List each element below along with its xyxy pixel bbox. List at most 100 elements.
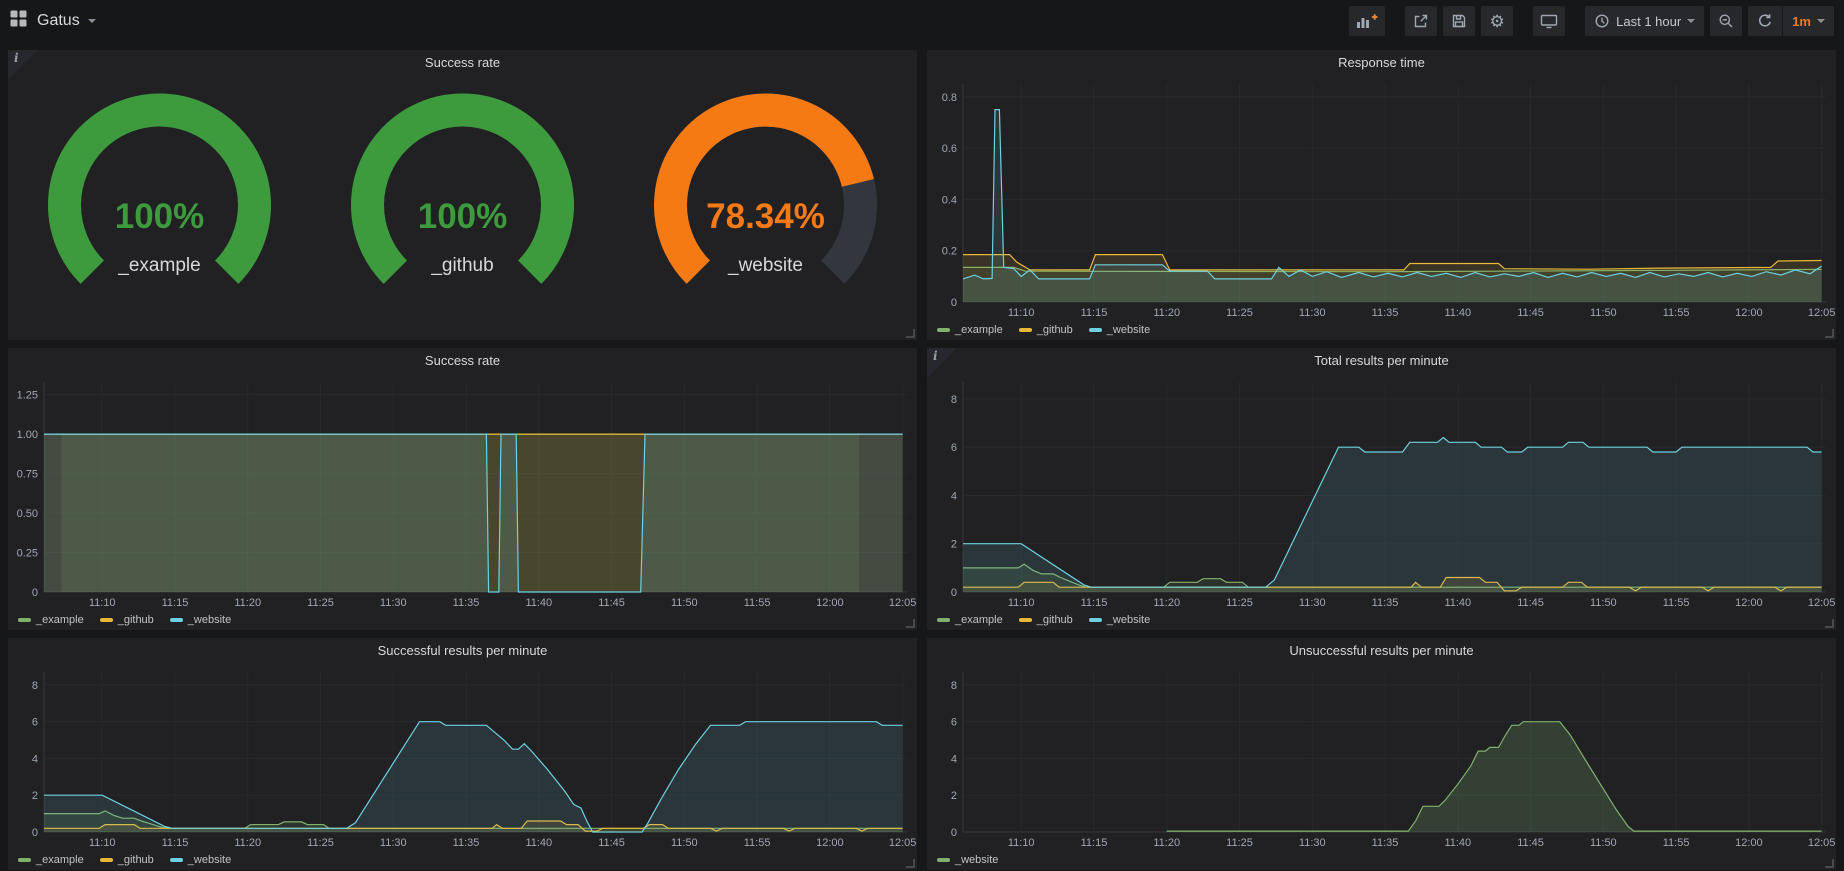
legend-item-_website[interactable]: _website <box>1088 614 1150 626</box>
gear-icon: ⚙ <box>1489 11 1505 31</box>
legend-marker <box>99 618 113 622</box>
panel-resize-handle[interactable] <box>1825 859 1834 868</box>
series-line-_website <box>1166 721 1822 832</box>
panel-title[interactable]: Unsuccessful results per minute <box>1289 643 1474 658</box>
x-tick-label: 11:30 <box>1299 837 1326 849</box>
settings-button[interactable]: ⚙ <box>1481 6 1514 36</box>
panel-resize-handle[interactable] <box>906 859 915 868</box>
legend-item-_github[interactable]: _github <box>1018 614 1073 626</box>
panel-title[interactable]: Success rate <box>424 55 501 70</box>
y-tick-label: 0 <box>32 587 38 599</box>
legend-label: _example <box>955 324 1003 336</box>
y-tick-label: 0.75 <box>17 469 38 481</box>
refresh-button[interactable] <box>1748 6 1782 36</box>
save-button[interactable] <box>1443 6 1476 36</box>
legend-item-_github[interactable]: _github <box>99 854 154 866</box>
panel-resize-handle[interactable] <box>906 329 915 338</box>
series-line-_website <box>44 433 903 593</box>
x-tick-label: 12:05 <box>889 837 917 849</box>
y-tick-label: 0.25 <box>17 548 38 560</box>
x-tick-label: 11:10 <box>1008 307 1035 319</box>
legend-marker <box>1088 328 1102 332</box>
chevron-down-icon <box>87 19 96 23</box>
legend-item-_example[interactable]: _example <box>18 854 84 866</box>
response-time-chart[interactable]: 11:10 11:15 11:20 11:25 11:30 11:35 11:40 11:45… <box>927 76 1836 320</box>
panel-resize-handle[interactable] <box>1825 619 1834 628</box>
info-icon: i <box>933 349 938 363</box>
panel-total-results: i Total results per minute 11:10 11:15 11:… <box>927 348 1836 630</box>
x-tick-label: 11:35 <box>1372 837 1399 849</box>
series-line-_website <box>962 109 1822 280</box>
x-tick-label: 12:05 <box>889 597 917 609</box>
legend-item-_website[interactable]: _website <box>169 614 231 626</box>
gauge-arc-website <box>654 93 877 284</box>
x-tick-label: 11:55 <box>744 597 771 609</box>
series-area-_github <box>44 434 903 592</box>
x-tick-label: 11:25 <box>1226 597 1253 609</box>
x-tick-label: 11:10 <box>1008 597 1035 609</box>
dashboard-title-dropdown[interactable]: Gatus <box>37 12 96 30</box>
x-tick-label: 11:25 <box>1226 837 1253 849</box>
y-tick-label: 0.8 <box>942 92 957 104</box>
success-rate-chart[interactable]: 11:10 11:15 11:20 11:25 11:30 11:35 11:40 11:45… <box>8 374 917 610</box>
series-area-_github <box>963 577 1822 592</box>
gauge-label: _example <box>118 255 201 276</box>
chevron-down-icon <box>1687 19 1696 23</box>
unsuccessful-results-chart[interactable]: 11:10 11:15 11:20 11:25 11:30 11:35 11:40 11:45… <box>927 664 1836 850</box>
x-tick-label: 11:35 <box>1372 597 1399 609</box>
panel-title[interactable]: Successful results per minute <box>377 643 548 658</box>
dashboard-grid: i Success rate 100% _example 100% _githu… <box>0 42 1844 871</box>
x-tick-label: 11:15 <box>162 597 189 609</box>
panel-info-corner[interactable]: i <box>927 348 957 378</box>
panel-title[interactable]: Total results per minute <box>1314 353 1449 368</box>
panel-title[interactable]: Success rate <box>424 353 501 368</box>
x-tick-label: 11:50 <box>1590 597 1617 609</box>
refresh-group: 1m <box>1748 6 1834 36</box>
legend-label: _example <box>36 614 84 626</box>
x-tick-label: 11:35 <box>1372 307 1399 319</box>
legend-marker <box>18 858 31 862</box>
legend-item-_example[interactable]: _example <box>937 614 1003 626</box>
total-results-chart[interactable]: 11:10 11:15 11:20 11:25 11:30 11:35 11:40 11:45… <box>927 374 1836 610</box>
refresh-interval-button[interactable]: 1m <box>1783 6 1834 36</box>
legend-label: _example <box>955 614 1003 626</box>
x-tick-label: 11:20 <box>234 837 261 849</box>
share-button[interactable] <box>1405 6 1438 36</box>
successful-results-chart[interactable]: 11:10 11:15 11:20 11:25 11:30 11:35 11:40 11:45… <box>8 664 917 850</box>
gauge-website: 78.34% _website <box>614 76 917 340</box>
legend-item-_github[interactable]: _github <box>1018 324 1073 336</box>
legend: _example _github _website <box>927 610 1836 630</box>
legend-item-_website[interactable]: _website <box>1088 324 1150 336</box>
legend-item-_github[interactable]: _github <box>99 614 154 626</box>
x-tick-label: 11:45 <box>1517 597 1544 609</box>
y-tick-label: 6 <box>32 717 38 729</box>
panel-resize-handle[interactable] <box>906 619 915 628</box>
x-tick-label: 11:20 <box>1153 307 1180 319</box>
y-tick-label: 0.4 <box>942 194 957 206</box>
legend-item-_website[interactable]: _website <box>937 854 998 866</box>
panel-info-corner[interactable]: i <box>8 50 38 80</box>
legend-item-_example[interactable]: _example <box>18 614 84 626</box>
time-range-button[interactable]: Last 1 hour <box>1585 6 1704 36</box>
clock-icon <box>1595 14 1609 28</box>
zoom-out-button[interactable] <box>1710 6 1743 36</box>
panel-resize-handle[interactable] <box>1825 329 1834 338</box>
series-area-_github <box>963 254 1822 302</box>
gauge-github: 100% _github <box>311 76 614 340</box>
add-panel-button[interactable] <box>1349 6 1386 36</box>
gauge-example: 100% _example <box>8 76 311 340</box>
legend-marker <box>18 618 31 622</box>
zoom-out-icon <box>1719 14 1733 28</box>
x-tick-label: 11:55 <box>1663 597 1690 609</box>
panel-success-rate-gauges: i Success rate 100% _example 100% _githu… <box>8 50 917 340</box>
x-tick-label: 11:50 <box>1590 837 1617 849</box>
legend-item-_example[interactable]: _example <box>937 324 1003 336</box>
legend-item-_website[interactable]: _website <box>169 854 231 866</box>
info-icon: i <box>14 51 19 65</box>
dashboard-grid-icon[interactable] <box>10 10 27 32</box>
cycle-view-mode-button[interactable] <box>1533 6 1566 36</box>
gauge-value: 100% <box>417 197 508 236</box>
panel-title[interactable]: Response time <box>1338 55 1425 70</box>
x-tick-label: 11:30 <box>380 597 407 609</box>
legend-label: _website <box>955 854 999 866</box>
